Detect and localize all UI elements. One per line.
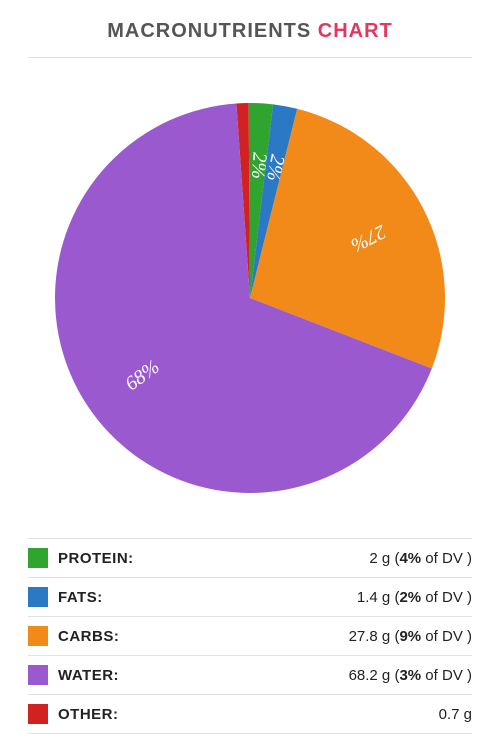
- legend-amount: 27.8 g: [349, 628, 391, 645]
- pie-svg: 2%2%27%68%: [40, 88, 460, 508]
- legend-amount: 1.4 g: [357, 589, 390, 606]
- legend-swatch: [28, 665, 48, 685]
- legend-swatch: [28, 704, 48, 724]
- legend-row: OTHER: 0.7 g: [28, 694, 472, 734]
- legend-name: CARBS:: [58, 628, 119, 645]
- legend-left: PROTEIN:: [28, 548, 134, 568]
- legend-pct: 9%: [399, 628, 421, 645]
- legend-name: PROTEIN:: [58, 550, 134, 567]
- legend-swatch: [28, 587, 48, 607]
- title-text-1: MACRONUTRIENTS: [107, 20, 318, 42]
- legend-left: OTHER:: [28, 704, 119, 724]
- legend-amount: 0.7 g: [439, 706, 472, 723]
- legend-value: 1.4 g (2% of DV ): [357, 589, 472, 606]
- legend-value: 0.7 g: [439, 706, 472, 723]
- legend-swatch: [28, 548, 48, 568]
- legend-suffix: of DV ): [421, 628, 472, 645]
- chart-title: MACRONUTRIENTS CHART: [28, 20, 472, 43]
- title-text-2: CHART: [318, 20, 393, 42]
- legend-left: CARBS:: [28, 626, 119, 646]
- legend-name: OTHER:: [58, 706, 119, 723]
- legend-table: PROTEIN: 2 g (4% of DV ) FATS: 1.4 g (2% of…: [28, 538, 472, 734]
- legend-row: WATER: 68.2 g (3% of DV ): [28, 655, 472, 694]
- legend-pct: 2%: [399, 589, 421, 606]
- legend-value: 2 g (4% of DV ): [369, 550, 472, 567]
- legend-pct: 4%: [399, 550, 421, 567]
- legend-name: WATER:: [58, 667, 119, 684]
- legend-suffix: of DV ): [421, 550, 472, 567]
- legend-swatch: [28, 626, 48, 646]
- legend-amount: 2 g: [369, 550, 390, 567]
- legend-row: PROTEIN: 2 g (4% of DV ): [28, 538, 472, 577]
- legend-value: 27.8 g (9% of DV ): [349, 628, 472, 645]
- legend-row: CARBS: 27.8 g (9% of DV ): [28, 616, 472, 655]
- legend-row: FATS: 1.4 g (2% of DV ): [28, 577, 472, 616]
- legend-suffix: of DV ): [421, 589, 472, 606]
- legend-suffix: of DV ): [421, 667, 472, 684]
- legend-left: WATER:: [28, 665, 119, 685]
- title-divider: [28, 57, 472, 58]
- legend-name: FATS:: [58, 589, 103, 606]
- legend-left: FATS:: [28, 587, 103, 607]
- legend-value: 68.2 g (3% of DV ): [349, 667, 472, 684]
- legend-pct: 3%: [399, 667, 421, 684]
- legend-amount: 68.2 g: [349, 667, 391, 684]
- pie-chart: 2%2%27%68%: [28, 88, 472, 508]
